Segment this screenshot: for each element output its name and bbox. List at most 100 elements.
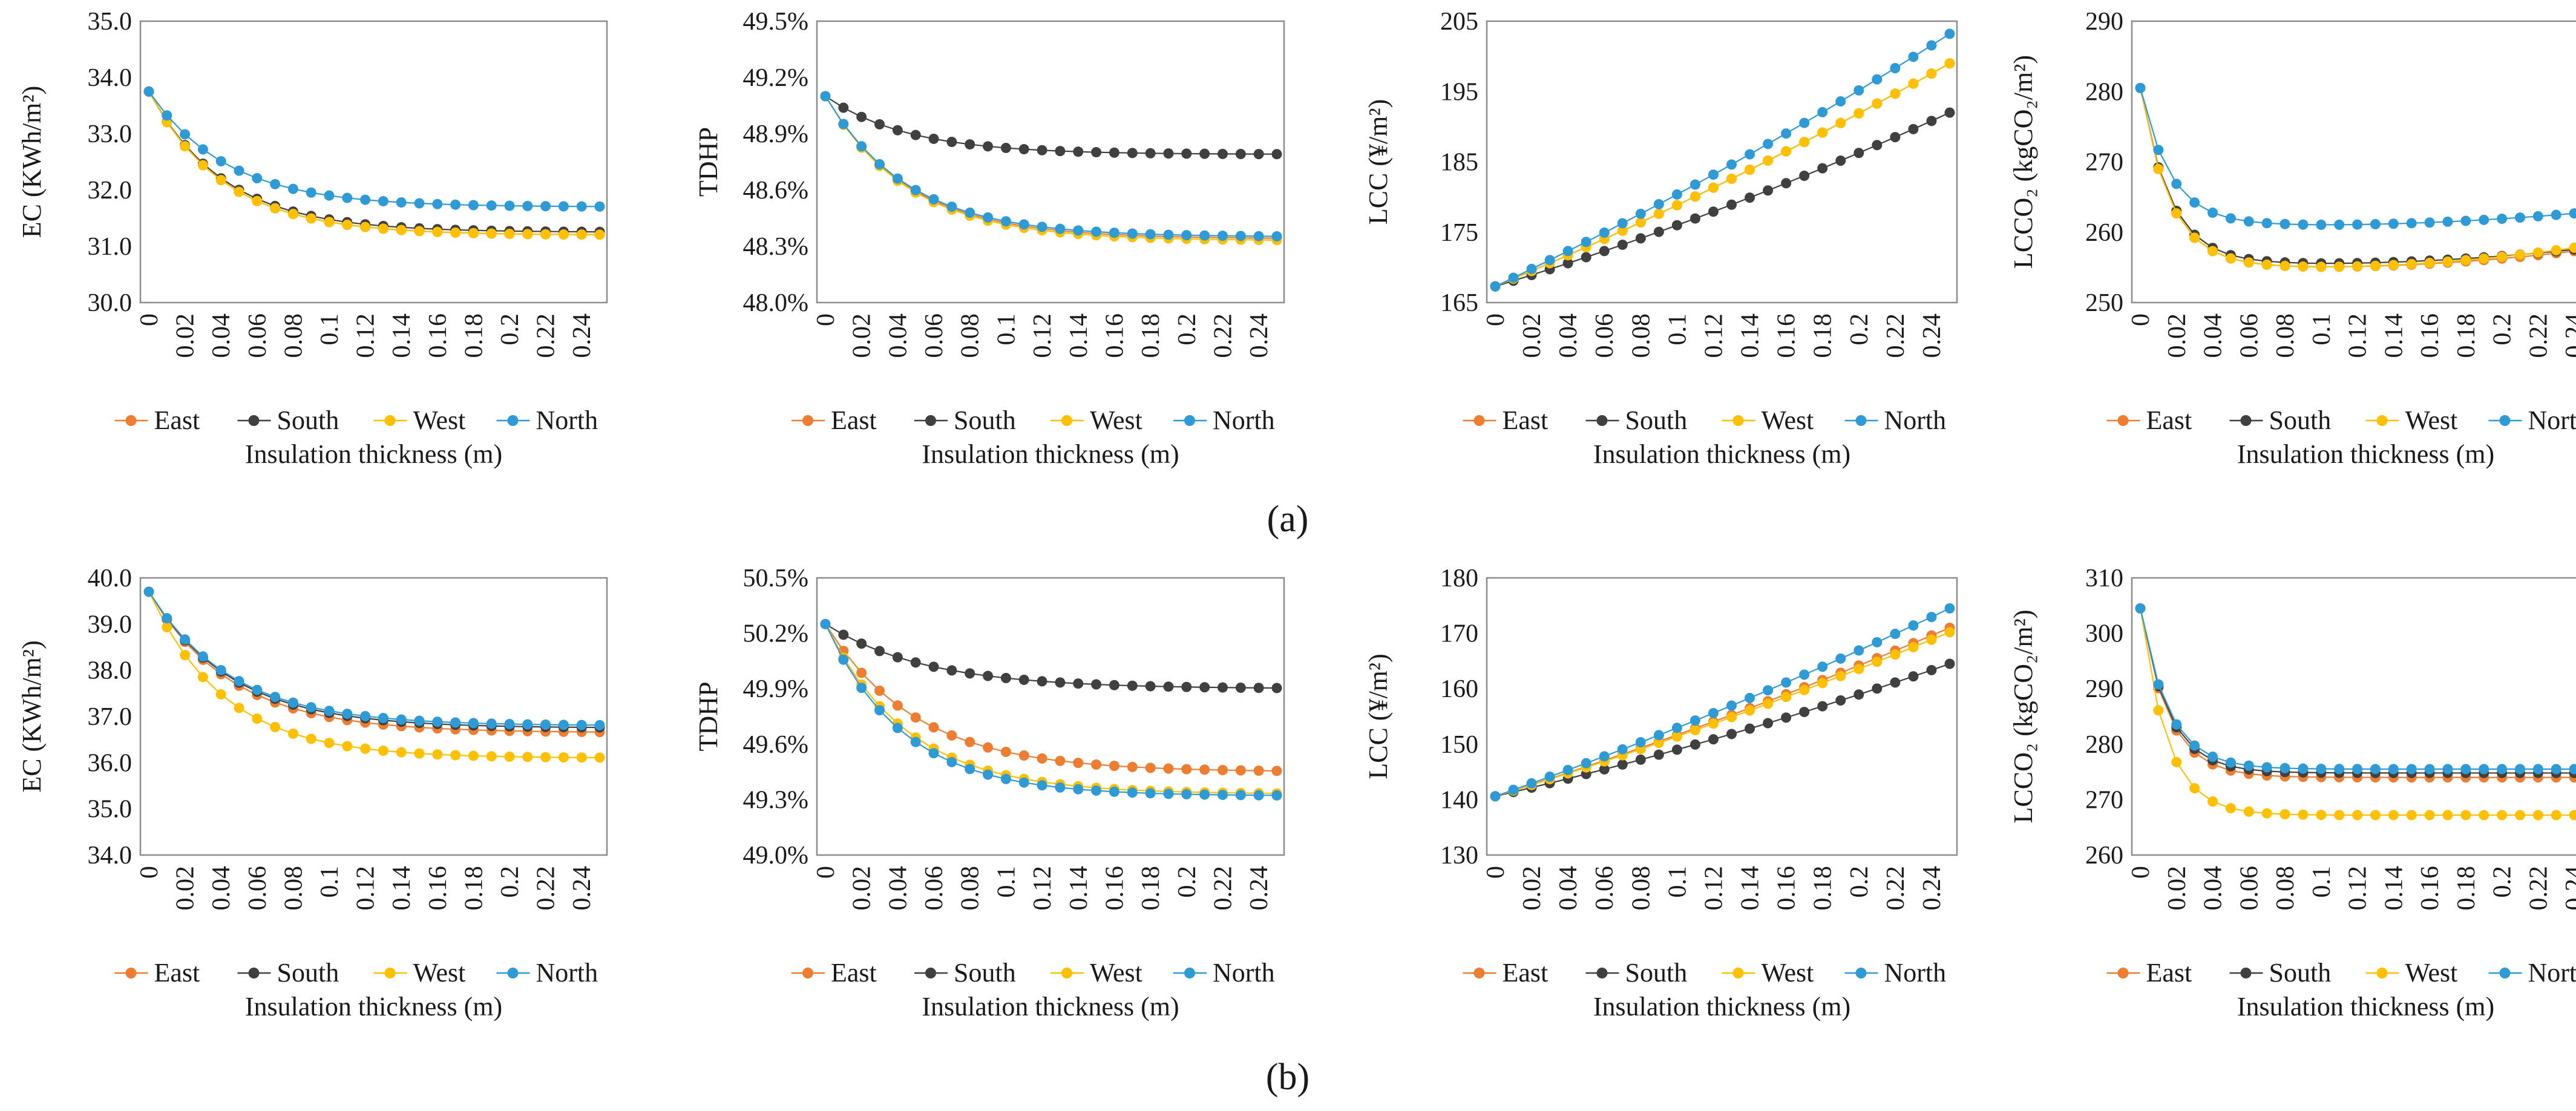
x-tick-label: 0.12 [2344,866,2372,911]
legend-label-south: South [277,405,339,435]
data-point-west [468,750,479,761]
data-point-north [2261,762,2272,773]
x-tick-label: 0.08 [957,313,985,358]
data-point-north [1853,85,1864,96]
plot-frame [2131,20,2576,304]
x-tick-label: 0.18 [2453,866,2480,911]
data-point-west [1671,200,1682,211]
legend-label-north: North [1884,958,1947,988]
data-point-south [1781,712,1792,723]
data-point-south [1708,734,1719,745]
data-point-west [378,746,388,756]
data-point-west [2479,253,2489,264]
data-point-south [1091,679,1102,690]
data-point-west [2261,808,2272,819]
x-tick-label: 0.04 [208,313,235,358]
y-axis-label: EC (KWh/m²) [17,86,47,238]
data-point-west [2424,258,2435,269]
data-point-south [1890,677,1901,688]
data-point-west [594,229,605,240]
data-point-west [270,203,281,214]
data-point-north [576,719,587,730]
y-axis-label: EC (KWh/m²) [17,640,47,792]
data-point-north [2551,209,2561,220]
data-point-north [1253,790,1264,801]
data-point-north [1781,677,1792,688]
data-point-north [2352,764,2363,775]
x-tick-label: 0.06 [244,866,272,911]
data-point-west [450,750,461,761]
data-point-west [2189,783,2200,794]
data-point-west [2225,253,2236,264]
data-point-north [504,200,515,211]
data-point-south [1853,148,1864,159]
data-point-north [1689,715,1700,726]
data-point-north [2388,218,2399,229]
data-point-south [1109,147,1119,158]
data-point-north [1037,780,1047,791]
data-point-north [1872,637,1883,647]
data-point-north [2569,208,2576,219]
data-point-north [2225,757,2236,768]
series-line-north [1495,33,1950,287]
data-point-south [910,657,921,668]
data-point-north [234,676,244,687]
data-point-south [856,638,867,649]
data-point-north [1544,772,1555,782]
data-point-south [965,139,975,150]
data-point-west [252,195,263,206]
y-tick-label: 49.2% [743,64,809,92]
data-point-west [2406,810,2417,821]
legend-marker-north [1184,415,1195,426]
data-point-north [1109,786,1119,797]
legend-label-north: North [1213,405,1275,435]
legend-label-north: North [536,405,598,435]
data-point-north [1944,603,1955,614]
data-point-north [1526,778,1537,788]
data-point-north [892,723,903,733]
plot-frame [139,577,608,856]
data-point-north [396,714,407,725]
data-point-north [1671,189,1682,200]
x-axis-label: Insulation thickness (m) [1593,439,1850,469]
data-point-north [2479,214,2489,225]
data-point-north [2225,213,2236,224]
data-point-north [1745,149,1755,160]
x-tick-label: 0.02 [848,866,876,911]
data-point-north [928,748,939,759]
data-point-east [983,742,994,753]
data-point-west [197,672,208,683]
data-point-west [1653,738,1664,749]
legend-marker-north [1855,968,1867,978]
y-tick-label: 260 [2085,842,2123,870]
x-axis-label: Insulation thickness (m) [2237,992,2494,1021]
data-point-west [2279,809,2290,820]
data-point-north [2497,764,2508,775]
x-tick-label: 0 [1482,866,1510,879]
chart-b-3: 130 140 150 160 170 180 0 0.02 0.04 0.06 0.08 0.1 0.… [1363,565,1958,1021]
data-point-south [1726,199,1737,210]
legend-marker-north [2499,968,2511,978]
legend-label-west: West [413,405,466,435]
data-point-south [874,646,885,657]
data-point-north [1235,790,1246,801]
x-tick-label: 0.06 [2235,866,2263,911]
x-tick-label: 0.1 [316,866,344,898]
x-tick-label: 0.2 [496,866,524,898]
x-tick-label: 0.08 [280,313,307,358]
series-line-north [825,96,1277,237]
data-point-south [1271,149,1282,160]
y-tick-label: 31.0 [88,233,133,261]
data-point-west [2243,257,2254,268]
data-point-north [1490,791,1501,802]
data-point-north [2153,679,2164,690]
x-tick-label: 0.24 [1918,866,1946,911]
y-tick-label: 175 [1440,219,1478,247]
data-point-south [1617,759,1628,770]
data-point-north [983,769,994,780]
data-point-south [1853,689,1864,700]
data-point-west [2207,796,2218,807]
x-tick-label: 0.1 [1663,313,1691,346]
data-point-south [1835,695,1846,706]
y-axis-label: LCCO₂ (kgCO₂/m²) [2008,609,2038,823]
